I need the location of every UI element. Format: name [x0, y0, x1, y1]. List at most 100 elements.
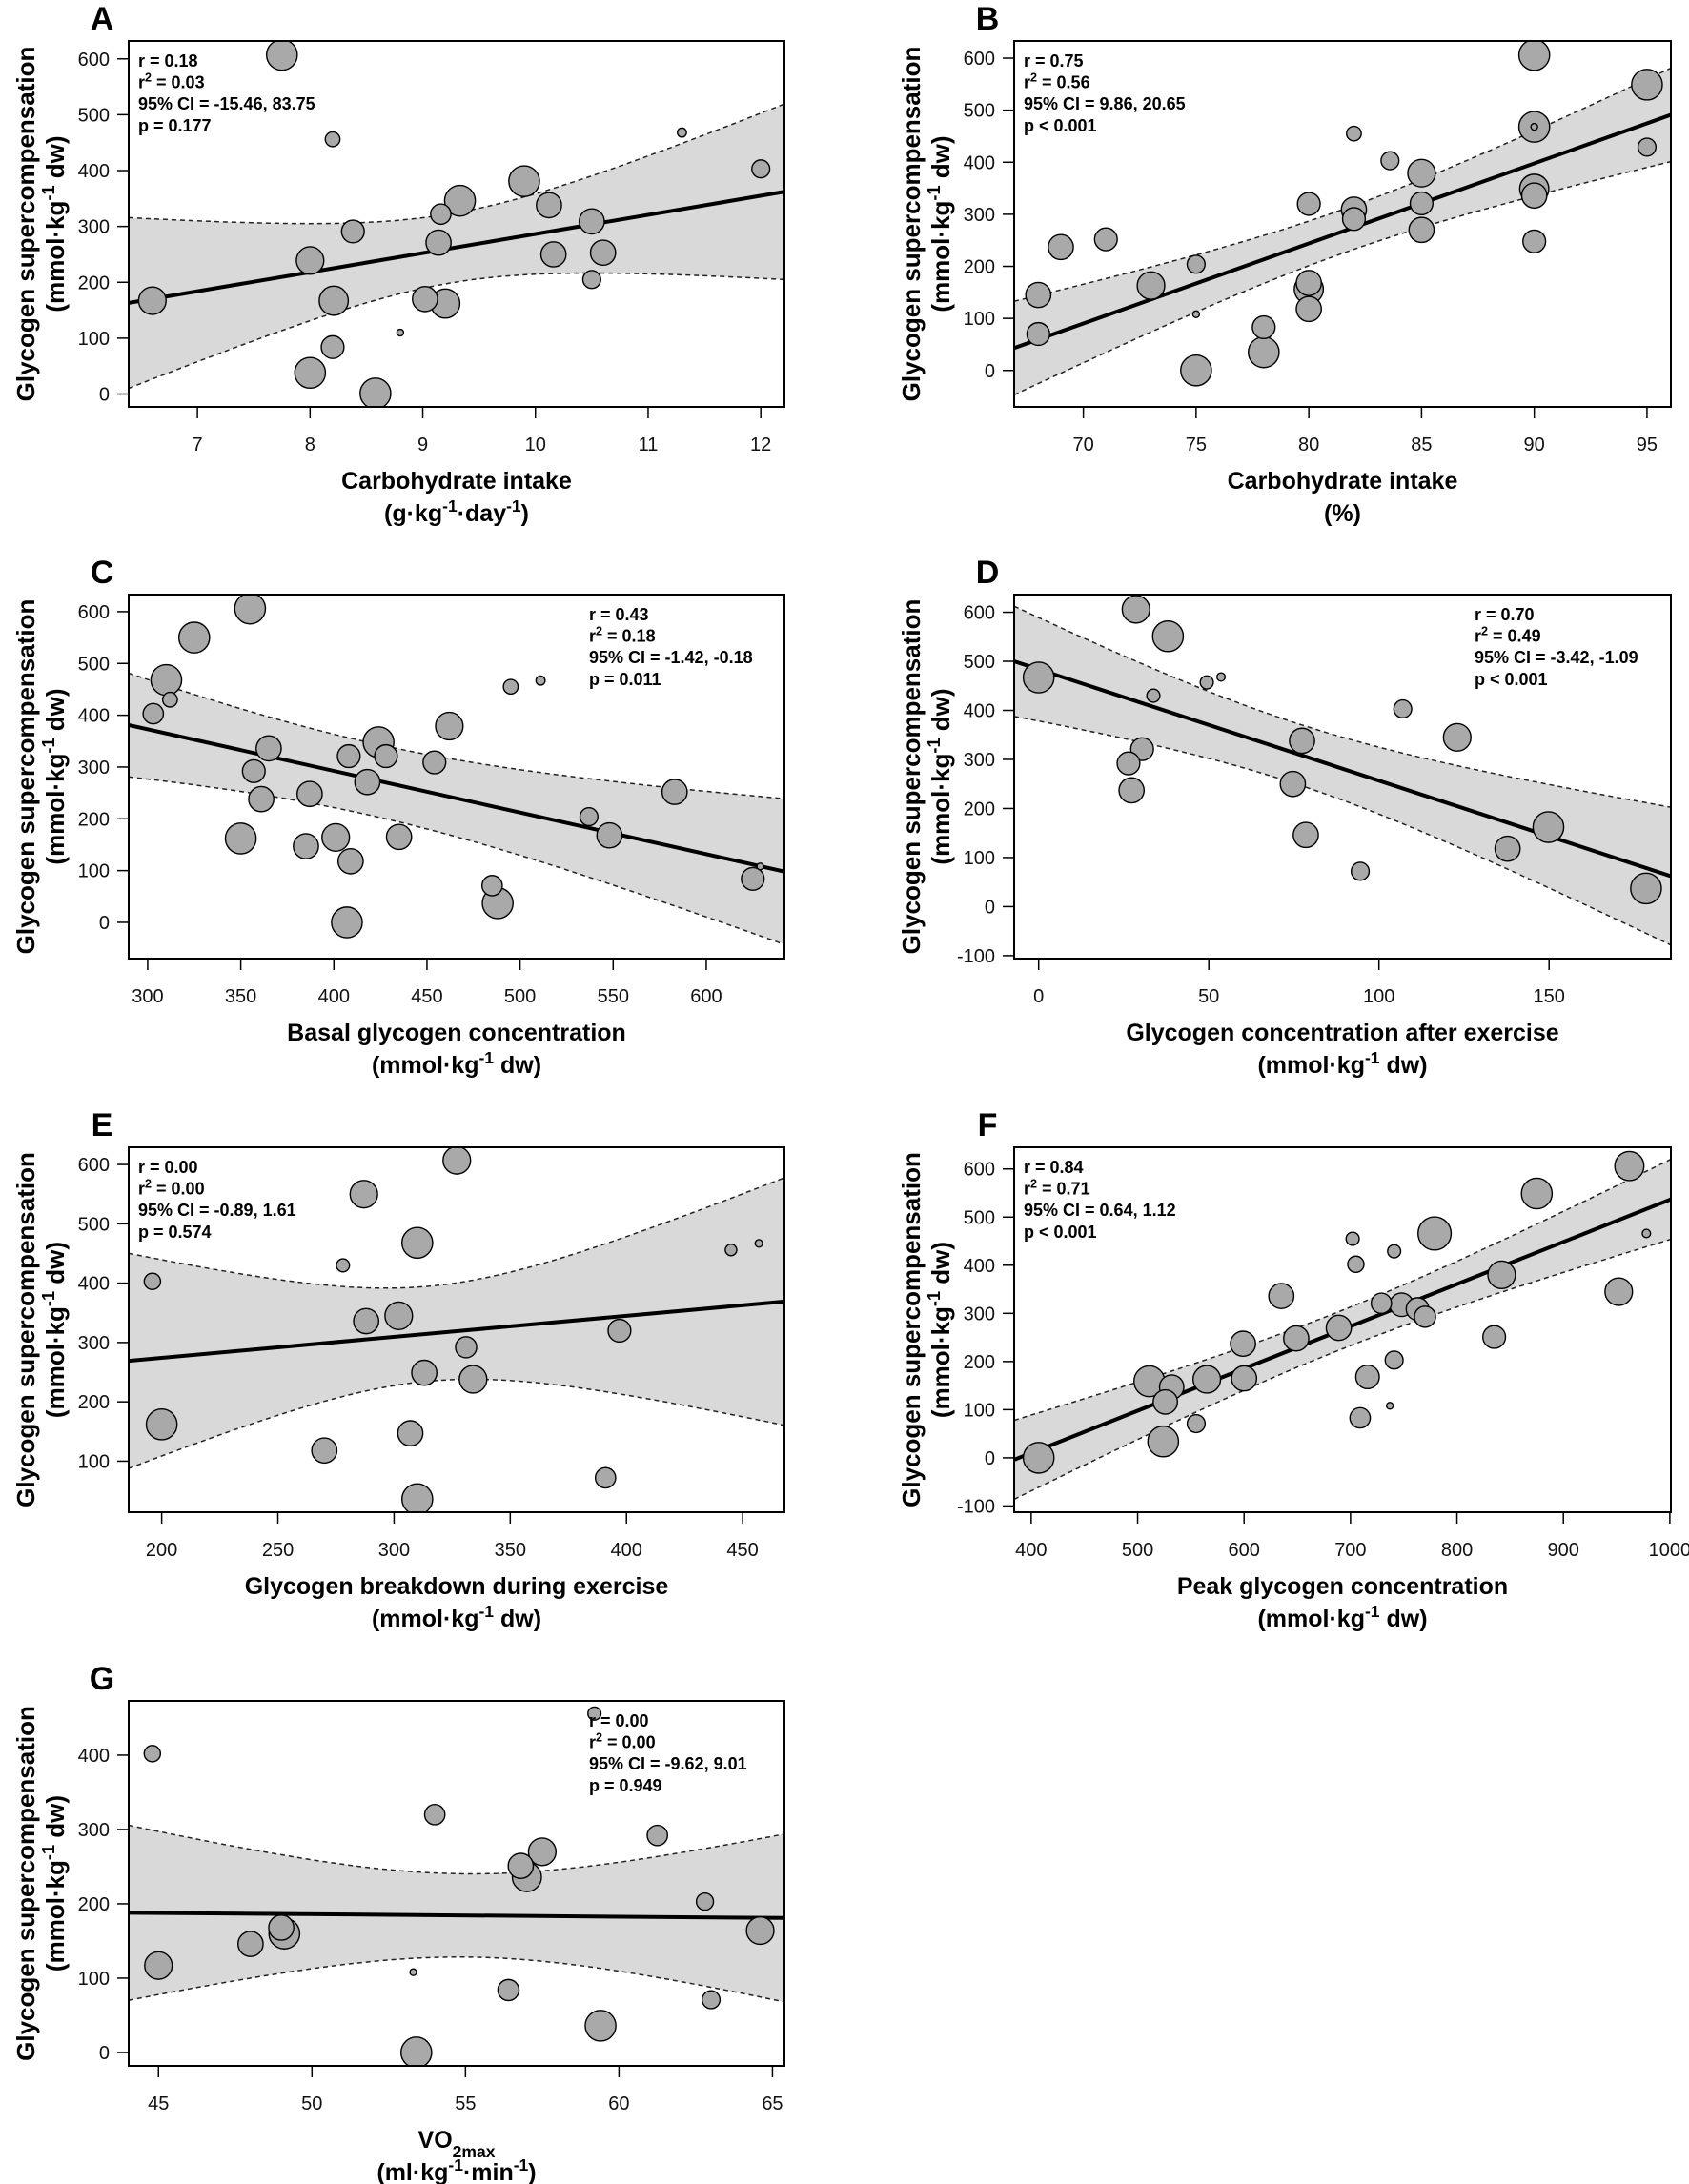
- data-point: [1121, 595, 1150, 624]
- data-point: [1048, 233, 1074, 261]
- data-point: [508, 165, 540, 197]
- y-axis-title-segment: (mmol·kg: [41, 1860, 70, 1972]
- x-tick-label: 400: [318, 986, 350, 1007]
- y-axis-title-segment: Glycogen supercompensation: [897, 1152, 926, 1507]
- stat-r-squared-segment: 2: [145, 71, 152, 85]
- data-point: [1354, 1364, 1380, 1390]
- x-tick-label: 45: [148, 2093, 169, 2114]
- y-axis-title-segment: -1: [39, 1291, 58, 1306]
- y-tick-label: 100: [78, 1969, 110, 1990]
- data-point: [1387, 1244, 1402, 1259]
- y-tick-label: 400: [78, 161, 110, 182]
- stat-r-squared-segment: r: [589, 627, 596, 646]
- data-point: [1370, 1292, 1393, 1315]
- stat-p-value-segment: p < 0.001: [1024, 116, 1097, 135]
- data-point: [1192, 1365, 1222, 1394]
- data-point: [150, 663, 183, 697]
- stat-r-squared-segment: 2: [1481, 625, 1488, 638]
- panel-label: B: [976, 1, 1000, 37]
- stat-ci-segment: 95% CI = -1.42, -0.18: [589, 648, 753, 667]
- y-tick-label: 200: [78, 1392, 110, 1413]
- y-axis-title-segment: (mmol·kg: [926, 1306, 955, 1418]
- y-tick-label: 600: [78, 1155, 110, 1176]
- stat-r-squared-segment: r: [138, 1180, 145, 1199]
- stat-r-squared-segment: = 0.49: [1488, 627, 1541, 646]
- data-point: [1482, 1325, 1507, 1349]
- data-point: [1118, 777, 1146, 804]
- data-point: [1146, 688, 1161, 703]
- x-axis-title-segment: (ml·kg: [376, 2159, 448, 2184]
- data-point: [409, 1968, 417, 1976]
- data-point: [320, 334, 345, 359]
- x-axis-title-segment: ): [521, 500, 529, 527]
- data-point: [1393, 698, 1413, 719]
- y-axis-title: Glycogen supercompensation: [897, 47, 926, 402]
- x-tick-label: 50: [301, 2093, 322, 2114]
- x-tick-label: 400: [1015, 1540, 1047, 1561]
- x-tick-label: 400: [611, 1540, 642, 1561]
- stat-r-squared-segment: = 0.71: [1037, 1180, 1090, 1199]
- y-tick-label: 0: [985, 361, 995, 382]
- x-axis-title: Glycogen concentration after exercise: [1126, 1020, 1558, 1046]
- y-tick-label: 200: [964, 257, 995, 278]
- ci-band: [129, 1178, 784, 1469]
- y-axis-title-segment: (mmol·kg: [41, 754, 70, 865]
- data-point: [536, 192, 562, 219]
- x-tick-label: 55: [455, 2093, 476, 2114]
- data-point: [1417, 1216, 1453, 1251]
- data-point: [177, 621, 211, 654]
- y-tick-label: 100: [78, 861, 110, 882]
- x-tick-label: 600: [1229, 1540, 1260, 1561]
- y-axis-title-segment: dw): [926, 1242, 955, 1291]
- stat-ci-segment: 95% CI = -15.46, 83.75: [138, 94, 315, 113]
- panel-a: 7 8 9 10 11 12 0 100 200 300 400 500 600 A Glycogen su…: [11, 1, 785, 527]
- data-point: [1414, 1305, 1436, 1328]
- stat-p-value-segment: p < 0.001: [1024, 1223, 1097, 1242]
- y-axis-title-segment: Glycogen supercompensation: [11, 47, 40, 402]
- data-point: [1604, 1277, 1634, 1306]
- x-tick-label: 600: [690, 986, 722, 1007]
- y-tick-label: 600: [964, 1160, 995, 1181]
- x-tick-label: 7: [193, 435, 203, 455]
- x-tick-label: 500: [504, 986, 536, 1007]
- stat-r-squared-segment: = 0.56: [1037, 73, 1090, 92]
- data-point: [1350, 861, 1371, 881]
- x-tick-label: 100: [1363, 986, 1394, 1007]
- x-tick-label: 75: [1186, 435, 1207, 455]
- data-point: [1026, 321, 1050, 347]
- y-tick-label: 0: [985, 1448, 995, 1469]
- x-axis-title-segment: Glycogen concentration after exercise: [1126, 1020, 1558, 1046]
- x-axis-title-segment: -1: [478, 1602, 494, 1621]
- data-point: [1384, 1350, 1404, 1370]
- ci-lower-bound: [129, 1378, 784, 1469]
- y-tick-label: 400: [964, 152, 995, 173]
- data-point: [579, 807, 599, 827]
- stat-p-value-segment: p = 0.177: [138, 116, 212, 135]
- data-point: [336, 743, 361, 769]
- stat-ci: 95% CI = -15.46, 83.75: [138, 94, 315, 113]
- x-axis-title-segment: 2max: [453, 2142, 496, 2161]
- stat-r-squared-segment: 2: [1030, 71, 1037, 85]
- y-tick-label: 100: [78, 329, 110, 350]
- plot-area: [129, 1147, 784, 1512]
- data-point: [1283, 1325, 1310, 1352]
- x-axis-title-segment: Carbohydrate intake: [341, 468, 572, 495]
- data-point: [1268, 1283, 1295, 1309]
- stat-p-value: p < 0.001: [1024, 116, 1097, 135]
- data-point: [423, 1804, 446, 1826]
- x-tick-label: 10: [525, 435, 546, 455]
- panel-label: F: [978, 1107, 998, 1143]
- y-axis-title-segment: dw): [41, 135, 70, 185]
- stat-p-value: p = 0.574: [138, 1223, 212, 1242]
- y-tick-label: 0: [985, 897, 995, 918]
- x-tick-label: 9: [417, 435, 428, 455]
- data-point: [321, 822, 351, 852]
- stat-r-squared: r2 = 0.18: [589, 625, 656, 646]
- x-axis-title: (%): [1324, 500, 1361, 527]
- x-axis-title: Glycogen breakdown during exercise: [245, 1573, 669, 1600]
- data-point: [745, 1915, 775, 1946]
- x-tick-label: 550: [598, 986, 629, 1007]
- data-point: [430, 203, 452, 226]
- x-tick-label: 1000: [1649, 1540, 1689, 1561]
- data-point: [145, 1408, 178, 1441]
